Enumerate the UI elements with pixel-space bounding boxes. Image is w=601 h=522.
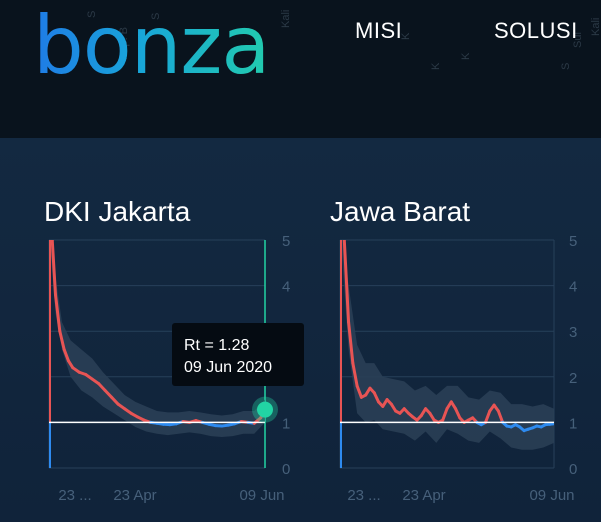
x-tick-label: 09 Jun <box>529 487 574 504</box>
x-tick-label: 23 Apr <box>113 487 156 504</box>
y-tick-label: 4 <box>282 279 290 296</box>
rt-line-segment <box>372 391 381 404</box>
chart-tooltip: Rt = 1.28 09 Jun 2020 <box>172 323 304 386</box>
rt-line-segment <box>62 347 70 363</box>
chart-title-jawa-barat: Jawa Barat <box>330 196 471 227</box>
y-tick-label: 4 <box>569 279 577 296</box>
y-tick-label: 5 <box>282 233 290 250</box>
rt-line-segment <box>342 240 351 324</box>
rt-line-segment <box>103 388 114 399</box>
rt-line-segment <box>50 240 57 297</box>
rt-line-segment <box>454 407 462 420</box>
y-tick-label: 5 <box>569 233 577 250</box>
y-tick-label: 1 <box>282 415 290 432</box>
plot-area <box>340 240 554 468</box>
bonza-logo[interactable]: bonza <box>33 0 270 92</box>
rt-line-segment <box>53 293 62 333</box>
chart-title-dki-jakarta: DKI Jakarta <box>44 196 191 227</box>
x-tick-label: 09 Jun <box>239 487 284 504</box>
rt-line-segment <box>58 329 66 351</box>
tooltip-value: Rt = 1.28 <box>184 337 250 354</box>
y-tick-label: 0 <box>282 461 290 478</box>
x-tick-label: 23 Apr <box>402 487 445 504</box>
rt-line-segment <box>484 409 492 424</box>
y-tick-label: 2 <box>569 370 577 387</box>
y-tick-label: 3 <box>569 324 577 341</box>
y-tick-label: 0 <box>569 461 577 478</box>
plot-area <box>49 240 265 468</box>
tooltip-date: 09 Jun 2020 <box>184 359 273 376</box>
rt-line-segment <box>110 395 120 406</box>
rt-line-segment <box>342 240 346 242</box>
nav-misi-link[interactable]: MISI <box>355 18 403 43</box>
rt-line-segment <box>347 320 355 365</box>
x-tick-label: 23 ... <box>58 487 91 504</box>
rt-line-segment <box>496 409 505 424</box>
rt-line-segment <box>355 384 363 399</box>
y-tick-label: 1 <box>569 415 577 432</box>
rt-line-segment <box>441 407 449 422</box>
confidence-band <box>340 240 554 450</box>
x-tick-label: 23 ... <box>347 487 380 504</box>
highlight-marker <box>257 401 273 418</box>
rt-line-segment <box>351 361 359 388</box>
rt-line-segment <box>97 382 107 392</box>
site-header: SKep. BSKaliKKKSSulKali bonza MISI SOLUS… <box>0 0 601 138</box>
nav-solusi-link[interactable]: SOLUSI <box>494 18 578 43</box>
